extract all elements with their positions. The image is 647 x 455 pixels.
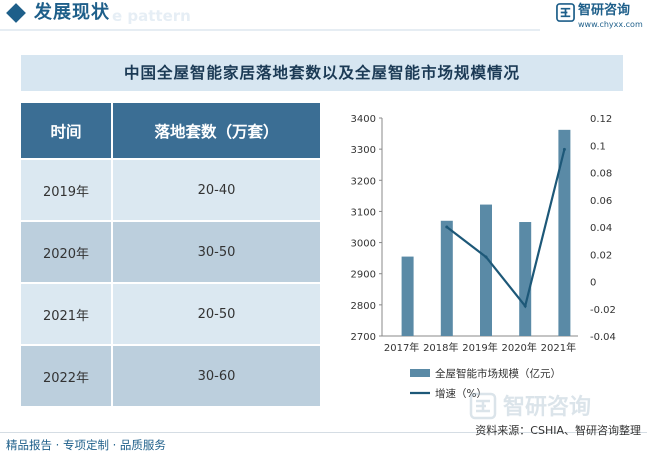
y-right-tick-label: 0.06 xyxy=(590,196,612,207)
table-row: 2022年 30-60 xyxy=(21,346,320,408)
y-left-tick-label: 2800 xyxy=(351,301,376,312)
source-note: 资料来源：CSHIA、智研咨询整理 xyxy=(475,424,641,437)
y-left-tick-label: 3400 xyxy=(351,114,376,125)
line-point-growth-rate xyxy=(484,255,488,259)
table-cell-count: 20-50 xyxy=(197,306,236,322)
x-tick-label: 2019年 xyxy=(462,341,497,354)
table-row: 2019年 20-40 xyxy=(21,160,320,222)
legend-label-growth-rate: 增速（%） xyxy=(435,387,487,400)
y-right-tick-label: 0.04 xyxy=(590,223,612,234)
column-divider xyxy=(111,222,113,282)
brand-block: 智研咨询 www.chyxx.com xyxy=(556,2,646,32)
watermark-text: 智研咨询 xyxy=(503,394,591,420)
table-cell-count: 20-40 xyxy=(197,182,236,198)
bar-market-size xyxy=(519,222,532,336)
bar-market-size xyxy=(401,256,414,336)
y-left-tick-label: 3000 xyxy=(351,239,376,250)
table-row: 2021年 20-50 xyxy=(21,284,320,346)
y-left-tick-label: 2900 xyxy=(351,270,376,281)
x-tick-label: 2018年 xyxy=(423,341,458,354)
y-right-tick-label: 0 xyxy=(590,278,596,289)
bar-market-size xyxy=(558,129,571,336)
brand-name: 智研咨询 xyxy=(578,3,631,18)
table-header-cell-count: 落地套数（万套） xyxy=(154,122,279,141)
table-cell-year: 2020年 xyxy=(42,246,90,262)
market-size-chart: 2700 2800 2900 3000 3100 3200 3300 3400 -0.04 -0.… xyxy=(351,114,616,400)
table-cell-year: 2022年 xyxy=(42,370,90,386)
x-tick-label: 2020年 xyxy=(501,341,536,354)
column-divider xyxy=(111,284,113,344)
legend-swatch-bar xyxy=(410,369,430,377)
y-right-tick-label: 0.02 xyxy=(590,250,612,261)
table-row: 2020年 30-50 xyxy=(21,222,320,284)
header-watermark-text: e pattern xyxy=(112,7,191,25)
y-right-tick-label: -0.02 xyxy=(590,305,616,316)
y-right-tick-label: 0.12 xyxy=(590,114,612,125)
table-cell-year: 2021年 xyxy=(42,308,90,324)
page-header: 发展现状 e pattern 智研咨询 www.chyxx.com xyxy=(0,0,647,32)
table-cell-year: 2019年 xyxy=(42,184,90,200)
diamond-icon xyxy=(6,3,26,23)
line-growth-rate xyxy=(446,149,566,309)
table-cell-count: 30-50 xyxy=(197,244,236,260)
section-title: 发展现状 xyxy=(34,2,110,23)
legend-label-market-size: 全屋智能市场规模（亿元） xyxy=(435,367,561,380)
column-divider xyxy=(111,160,113,220)
brand-logo-icon xyxy=(556,3,575,22)
y-right-tick-label: 0.08 xyxy=(590,169,612,180)
y-right-tick-label: -0.04 xyxy=(590,332,616,343)
table-header-cell-year: 时间 xyxy=(50,122,82,141)
brand-url: www.chyxx.com xyxy=(578,20,643,29)
line-point-growth-rate xyxy=(562,147,566,151)
column-divider xyxy=(111,103,113,158)
y-left-tick-label: 3300 xyxy=(351,145,376,156)
watermark-logo-icon: 智研咨询 xyxy=(469,392,591,420)
footer-divider xyxy=(0,432,647,433)
table-header-row: 时间 落地套数（万套） xyxy=(21,103,320,160)
header-divider xyxy=(0,29,540,31)
table-cell-count: 30-60 xyxy=(197,368,236,384)
line-point-growth-rate xyxy=(523,304,527,308)
bar-market-size xyxy=(440,220,453,336)
install-count-table: 时间 落地套数（万套） 2019年 20-40 2020年 30-50 2021… xyxy=(21,103,320,408)
y-left-tick-label: 3100 xyxy=(351,207,376,218)
x-tick-label: 2017年 xyxy=(384,341,419,354)
chart-title-bar: 中国全屋智能家居落地套数以及全屋智能市场规模情况 xyxy=(21,55,623,91)
x-tick-label: 2021年 xyxy=(541,341,576,354)
column-divider xyxy=(111,346,113,406)
y-left-tick-label: 3200 xyxy=(351,176,376,187)
y-right-tick-label: 0.1 xyxy=(590,141,606,152)
line-point-growth-rate xyxy=(445,225,449,229)
y-left-tick-label: 2700 xyxy=(351,332,376,343)
page-title: 中国全屋智能家居落地套数以及全屋智能市场规模情况 xyxy=(123,64,520,82)
footer-slogan: 精品报告 · 专项定制 · 品质服务 xyxy=(6,438,166,452)
bar-market-size xyxy=(480,204,492,336)
